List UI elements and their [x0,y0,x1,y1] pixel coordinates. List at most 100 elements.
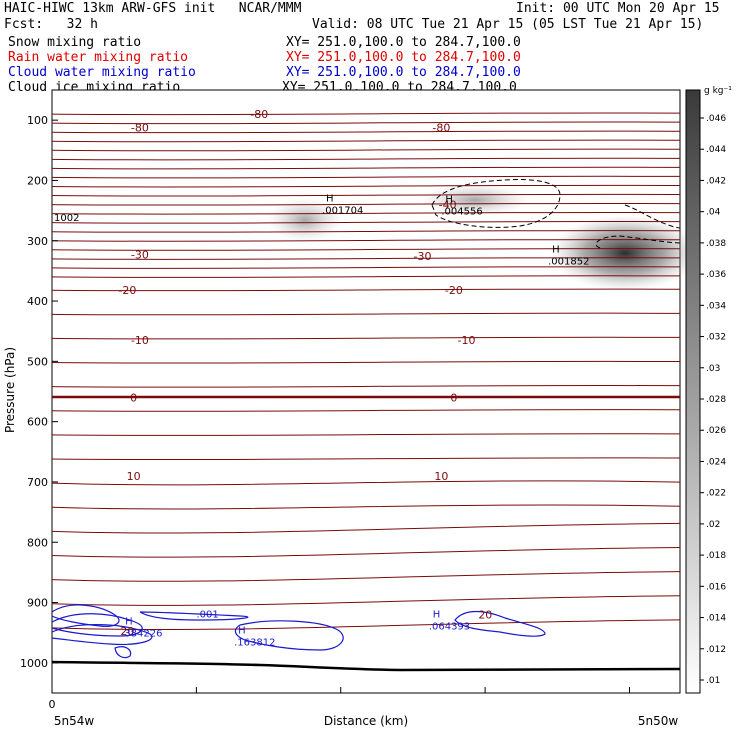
isotherm [51,595,681,606]
snow-cell-1 [267,198,343,242]
max-marker: H [326,193,334,204]
cloud-ice-contours [431,179,681,249]
x-axis-title: Distance (km) [324,714,408,728]
terrain-line [51,660,681,672]
y-axis: 100 200 300 400 500 600 700 800 900 1000 [20,114,58,670]
isotherm [51,184,681,188]
x-right-location: 5n50w [638,714,679,728]
max-marker: H [433,609,441,620]
colorbar-ticks: .046 .044 .042 .04 .038 .036 .034 .032 .03 .028 .0… [700,114,726,686]
y-tick-label: 900 [27,597,48,610]
colorbar-tick-label: .012 [706,645,726,655]
isotherm-label: -20 [118,284,136,297]
isotherm [51,175,681,179]
snow-shading [267,184,700,291]
y-tick-label: 600 [27,416,48,429]
isotherm [51,211,681,215]
isotherm [51,230,681,233]
isotherm [51,112,681,116]
max-marker: H [552,245,560,256]
y-axis-title: Pressure (hPa) [3,347,17,433]
max-marker: H [125,617,133,628]
isotherm [51,220,681,224]
colorbar-tick-label: .046 [706,114,726,124]
colorbar-tick-label: .032 [706,333,726,343]
colorbar-tick-label: .042 [706,176,726,186]
isotherm [51,385,681,388]
isotherm-label: -80 [432,121,450,134]
colorbar-tick-label: .024 [706,457,726,467]
isotherm-label: 20 [478,609,492,622]
colorbar-tick-label: .028 [706,395,726,405]
colorbar-tick-label: .036 [706,270,726,280]
isotherm-lines [51,112,681,631]
colorbar-unit: g kg⁻¹ [704,86,732,96]
snow-cell-3 [550,215,700,291]
max-value-label: .001704 [322,205,363,216]
isotherm [51,619,681,631]
colorbar-tick-label: .026 [706,426,726,436]
plot-frame [51,89,681,694]
colorbar-tick-label: .034 [706,301,726,311]
isotherm [51,288,681,292]
y-tick-label: 800 [27,536,48,549]
max-value-label: .064393 [429,621,470,632]
colorbar-tick-label: .04 [706,208,721,218]
x-left-location: 5n54w [54,714,95,728]
y-tick-label: 200 [27,174,48,187]
isotherm [51,130,681,134]
field-cloudwater-name: Cloud water mixing ratio [8,65,196,80]
cloud-ice-contour-2 [595,204,681,249]
isotherm-label: -80 [250,108,268,121]
field-snow-name: Snow mixing ratio [8,35,142,50]
isotherm-label: -10 [457,334,475,347]
max-value-label: .001 [196,609,218,620]
contour-labels: -80 -80 -80 -40 -30 -30 -20 -20 -10 -10 0 0 10 10 20 20… [118,108,589,649]
model-title: HAIC-HIWC 13km ARW-GFS init NCAR/MMM [4,1,302,16]
colorbar-tick-label: .01 [706,676,720,686]
isotherm-label: -20 [445,284,463,297]
left-edge-label: 1002 [54,213,79,224]
colorbar [685,89,701,694]
isotherm [51,336,681,340]
isotherm [51,457,681,461]
isotherm [51,547,681,558]
field-snow-xy: XY= 251.0,100.0 to 284.7,100.0 [286,35,521,50]
isotherm-label: 0 [130,392,137,405]
isotherm [51,275,681,278]
isotherm [51,571,681,582]
isotherm [51,148,681,152]
max-marker: H [445,195,453,206]
isotherm [51,121,681,125]
colorbar-tick-label: .038 [706,239,726,249]
max-marker: H [238,626,246,637]
isotherm [51,157,681,161]
colorbar-tick-label: .016 [706,582,726,592]
y-tick-label: 300 [27,235,48,248]
field-cloudwater-xy: XY= 251.0,100.0 to 284.7,100.0 [286,65,521,80]
colorbar-tick-label: .03 [706,364,720,374]
colorbar-tick-label: .044 [706,145,726,155]
y-tick-label: 700 [27,476,48,489]
cloud-water-contours [51,604,546,659]
isotherm-label: 20 [120,625,134,638]
isotherm-label: -30 [131,249,149,262]
max-value-label: .001852 [548,257,589,268]
max-value-label: .163812 [234,638,275,649]
colorbar-tick-label: .018 [706,551,726,561]
isotherm [51,480,681,486]
max-value-label: .384226 [121,629,162,640]
isotherm [51,257,681,260]
y-tick-label: 400 [27,295,48,308]
max-value-label: .004556 [441,207,482,218]
isotherm [51,266,681,269]
x-axis-zero: 0 [49,698,56,711]
x-axis [195,687,630,693]
isotherm [51,139,681,143]
colorbar-tick-label: .02 [706,520,720,530]
isotherm [51,248,681,251]
isotherm [51,166,681,170]
isotherm [51,360,681,364]
isotherm [51,504,681,510]
